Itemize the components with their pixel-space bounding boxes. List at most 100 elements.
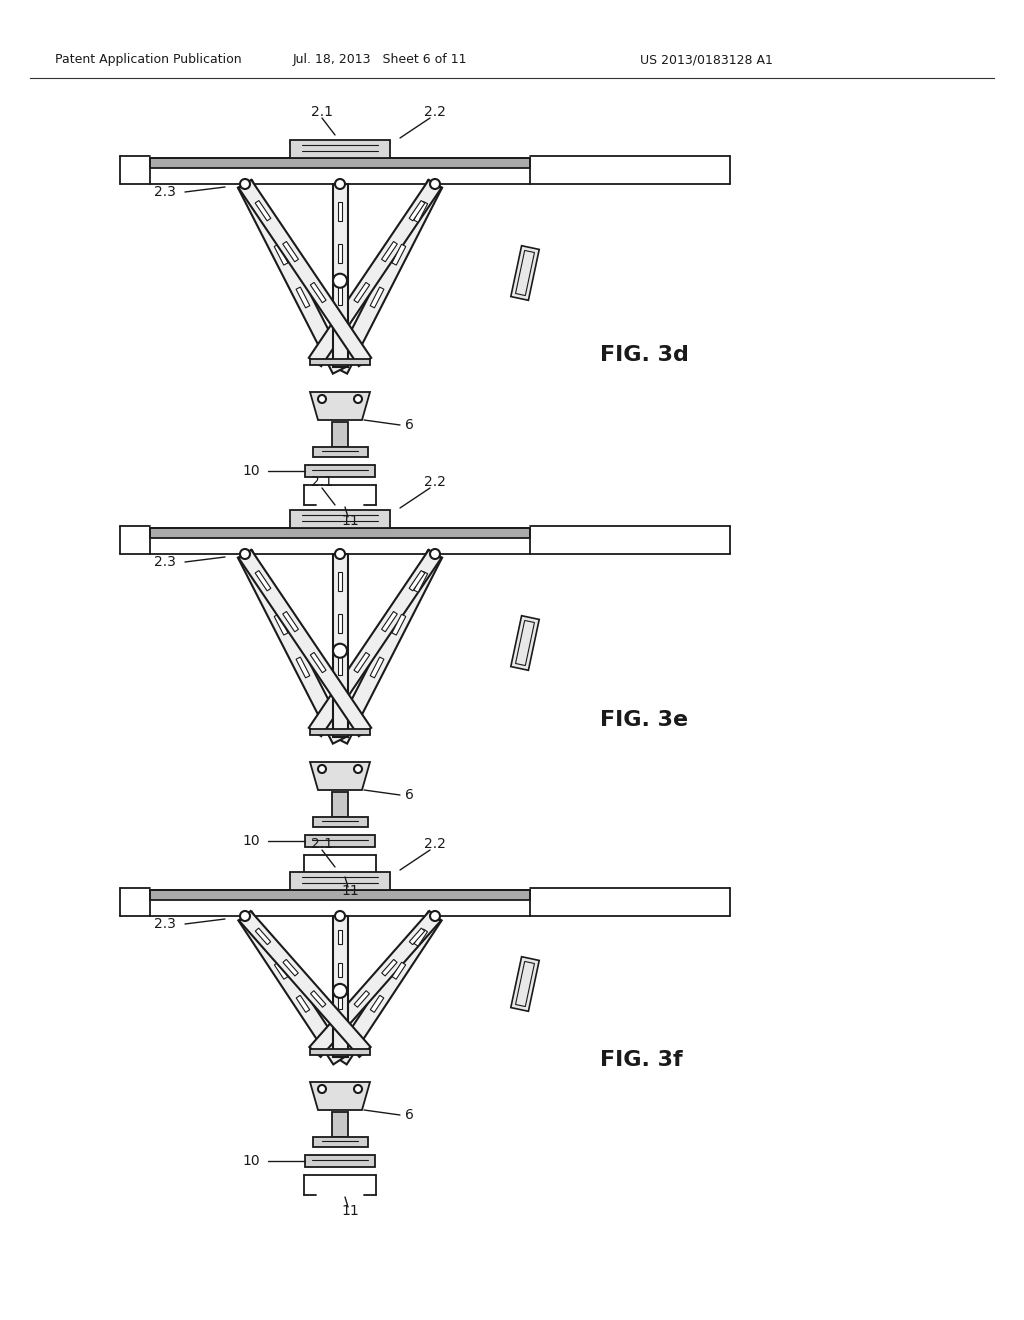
Text: 10: 10 xyxy=(243,465,260,478)
Polygon shape xyxy=(511,246,540,301)
Polygon shape xyxy=(382,242,397,261)
Polygon shape xyxy=(274,962,288,979)
Text: 6: 6 xyxy=(406,418,414,432)
Circle shape xyxy=(335,180,345,189)
Circle shape xyxy=(333,273,347,288)
Circle shape xyxy=(354,766,362,774)
Text: FIG. 3f: FIG. 3f xyxy=(600,1049,683,1071)
Polygon shape xyxy=(370,286,384,308)
Polygon shape xyxy=(239,912,347,1064)
Polygon shape xyxy=(382,611,397,632)
Polygon shape xyxy=(511,957,540,1011)
Polygon shape xyxy=(309,180,441,366)
Polygon shape xyxy=(333,183,347,367)
Polygon shape xyxy=(338,614,342,632)
Bar xyxy=(290,873,390,890)
Circle shape xyxy=(318,766,326,774)
Polygon shape xyxy=(392,244,406,265)
Bar xyxy=(290,140,390,158)
Text: 2.1: 2.1 xyxy=(311,837,333,851)
Text: 11: 11 xyxy=(341,1204,358,1218)
Circle shape xyxy=(240,549,250,558)
Bar xyxy=(313,817,368,828)
Polygon shape xyxy=(333,916,347,1057)
Polygon shape xyxy=(255,570,271,591)
Polygon shape xyxy=(334,912,441,1064)
Circle shape xyxy=(333,644,347,657)
Text: 2.3: 2.3 xyxy=(154,554,176,569)
Polygon shape xyxy=(283,242,298,261)
Polygon shape xyxy=(338,244,342,263)
Polygon shape xyxy=(238,181,347,374)
Polygon shape xyxy=(252,572,266,593)
Polygon shape xyxy=(414,202,428,222)
Polygon shape xyxy=(392,962,406,979)
Circle shape xyxy=(318,395,326,403)
Bar xyxy=(305,1155,375,1167)
Polygon shape xyxy=(333,181,442,374)
Polygon shape xyxy=(338,202,342,220)
Bar xyxy=(150,528,530,539)
Text: Patent Application Publication: Patent Application Publication xyxy=(55,54,242,66)
Text: 2.3: 2.3 xyxy=(154,917,176,931)
Polygon shape xyxy=(310,392,370,420)
Polygon shape xyxy=(238,550,347,743)
Polygon shape xyxy=(338,962,342,977)
Bar xyxy=(290,510,390,528)
Text: 2.2: 2.2 xyxy=(424,837,445,851)
Circle shape xyxy=(240,911,250,921)
Circle shape xyxy=(354,1085,362,1093)
Polygon shape xyxy=(392,614,406,635)
Bar xyxy=(332,1111,348,1137)
Bar xyxy=(150,158,530,168)
Polygon shape xyxy=(354,991,370,1007)
Polygon shape xyxy=(240,911,371,1057)
Circle shape xyxy=(354,395,362,403)
Text: 2.1: 2.1 xyxy=(311,106,333,119)
Polygon shape xyxy=(410,570,425,591)
Polygon shape xyxy=(333,550,442,743)
Polygon shape xyxy=(371,995,384,1012)
Text: FIG. 3e: FIG. 3e xyxy=(600,710,688,730)
Polygon shape xyxy=(310,991,326,1007)
Bar xyxy=(310,1049,370,1055)
Circle shape xyxy=(335,911,345,921)
Circle shape xyxy=(430,911,440,921)
Polygon shape xyxy=(338,995,342,1008)
Text: 2.1: 2.1 xyxy=(311,475,333,488)
Bar xyxy=(332,422,348,447)
Polygon shape xyxy=(338,573,342,590)
Text: FIG. 3d: FIG. 3d xyxy=(600,345,689,366)
Polygon shape xyxy=(338,286,342,305)
Text: 2.3: 2.3 xyxy=(154,185,176,199)
Bar xyxy=(305,465,375,477)
Bar xyxy=(150,528,530,554)
Polygon shape xyxy=(283,960,298,975)
Text: 2.2: 2.2 xyxy=(424,106,445,119)
Polygon shape xyxy=(274,244,288,265)
Text: 11: 11 xyxy=(341,513,358,528)
Polygon shape xyxy=(252,202,266,222)
Polygon shape xyxy=(333,554,347,737)
Polygon shape xyxy=(310,1082,370,1110)
Polygon shape xyxy=(410,928,425,945)
Polygon shape xyxy=(309,550,441,737)
Bar xyxy=(332,792,348,817)
Polygon shape xyxy=(414,572,428,593)
Circle shape xyxy=(335,549,345,558)
Circle shape xyxy=(430,549,440,558)
Polygon shape xyxy=(370,657,384,678)
Polygon shape xyxy=(239,180,372,366)
Polygon shape xyxy=(296,657,310,678)
Polygon shape xyxy=(253,929,266,946)
Text: 10: 10 xyxy=(243,1154,260,1168)
Text: US 2013/0183128 A1: US 2013/0183128 A1 xyxy=(640,54,773,66)
Polygon shape xyxy=(310,762,370,789)
Bar xyxy=(313,1137,368,1147)
Text: 2.2: 2.2 xyxy=(424,475,445,488)
Polygon shape xyxy=(511,615,540,671)
Circle shape xyxy=(430,180,440,189)
Polygon shape xyxy=(296,995,309,1012)
Polygon shape xyxy=(338,656,342,675)
Bar xyxy=(305,836,375,847)
